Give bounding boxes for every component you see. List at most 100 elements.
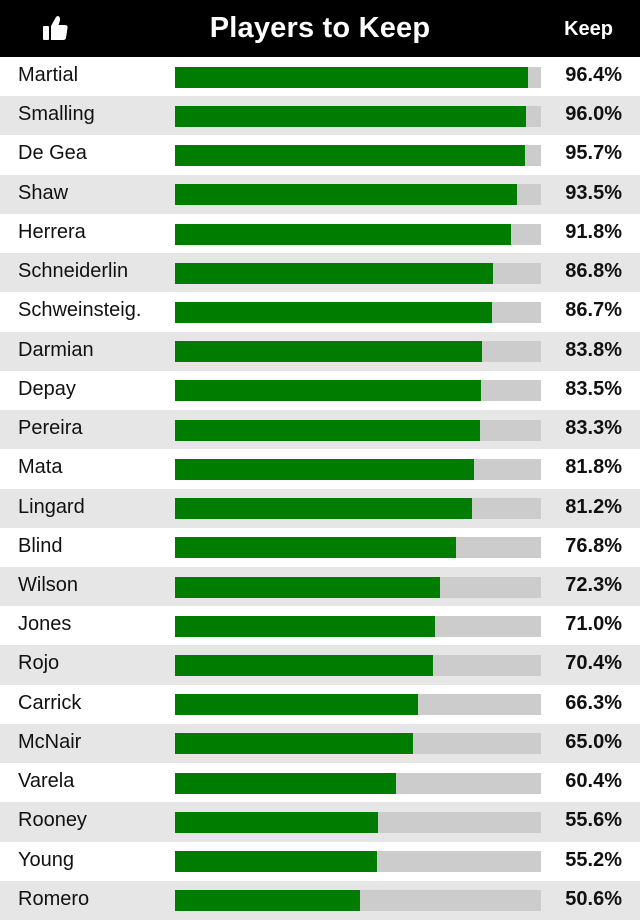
keep-percent-label: 50.6% xyxy=(565,887,622,910)
player-row: McNair 65.0% xyxy=(0,723,640,764)
bar-track xyxy=(175,498,541,520)
bar-track xyxy=(175,851,541,873)
bar-track xyxy=(175,811,541,833)
player-row: Lingard 81.2% xyxy=(0,488,640,528)
keep-bar xyxy=(175,811,379,833)
bar-track xyxy=(175,772,541,794)
keep-bar xyxy=(175,576,440,598)
bar-track xyxy=(175,66,541,88)
bar-track xyxy=(175,145,541,167)
keep-bar xyxy=(175,733,413,755)
player-row: Mata 81.8% xyxy=(0,449,640,489)
keep-bar xyxy=(175,890,361,912)
keep-percent-label: 65.0% xyxy=(565,730,622,753)
keep-bar xyxy=(175,145,526,167)
keep-bar xyxy=(175,615,435,637)
player-row: Schneiderlin 86.8% xyxy=(0,253,640,293)
keep-percent-label: 55.6% xyxy=(565,809,622,832)
keep-percent-label: 83.8% xyxy=(565,338,622,361)
bar-track xyxy=(175,262,541,284)
bar-track xyxy=(175,223,541,245)
keep-percent-label: 71.0% xyxy=(565,613,622,636)
keep-column-header: Keep xyxy=(564,18,613,40)
keep-percent-label: 66.3% xyxy=(565,691,622,714)
player-row: Martial 96.4% xyxy=(0,57,640,97)
player-row: Blind 76.8% xyxy=(0,527,640,567)
player-row: Darmian 83.8% xyxy=(0,331,640,371)
bar-track xyxy=(175,341,541,363)
player-name: Schweinsteig. xyxy=(18,299,142,322)
player-name: Carrick xyxy=(18,691,82,714)
bar-track xyxy=(175,458,541,480)
player-name: Darmian xyxy=(18,338,94,361)
keep-bar xyxy=(175,458,475,480)
bar-track xyxy=(175,419,541,441)
keep-percent-label: 96.4% xyxy=(565,64,622,86)
bar-track xyxy=(175,105,541,127)
keep-percent-label: 83.3% xyxy=(565,417,622,440)
keep-percent-label: 76.8% xyxy=(565,534,622,557)
bar-track xyxy=(175,615,541,637)
player-row: De Gea 95.7% xyxy=(0,135,640,175)
keep-bar xyxy=(175,105,527,127)
keep-percent-label: 96.0% xyxy=(565,103,622,126)
player-name: Varela xyxy=(18,770,75,793)
player-row: Jones 71.0% xyxy=(0,606,640,646)
player-name: Pereira xyxy=(18,417,83,440)
keep-percent-label: 91.8% xyxy=(565,220,622,243)
player-name: Schneiderlin xyxy=(18,260,129,283)
player-row: Herrera 91.8% xyxy=(0,213,640,254)
bar-track xyxy=(175,694,541,716)
keep-percent-label: 70.4% xyxy=(565,652,622,675)
player-row: Rojo 70.4% xyxy=(0,645,640,685)
keep-bar xyxy=(175,851,378,873)
player-row: Wilson 72.3% xyxy=(0,566,640,607)
keep-bar xyxy=(175,655,433,677)
bar-track xyxy=(175,380,541,402)
player-name: Martial xyxy=(18,64,79,86)
bar-track xyxy=(175,655,541,677)
keep-bar xyxy=(175,301,493,323)
player-name: Lingard xyxy=(18,495,85,518)
player-name: Rooney xyxy=(18,809,87,832)
bar-track xyxy=(175,301,541,323)
player-name: Jones xyxy=(18,613,72,636)
player-name: Rojo xyxy=(18,652,60,675)
thumbs-up-icon xyxy=(43,16,68,40)
player-name: Depay xyxy=(18,377,76,400)
keep-bar xyxy=(175,380,481,402)
player-row: Romero 50.6% xyxy=(0,880,640,920)
chart-title: Players to Keep xyxy=(209,12,431,44)
player-name: Young xyxy=(18,848,74,871)
player-name: McNair xyxy=(18,730,82,753)
player-rows: Martial 96.4% Smalling 96.0% De Gea 95.7% Shaw… xyxy=(0,57,640,920)
player-name: Romero xyxy=(18,887,90,910)
keep-percent-label: 55.2% xyxy=(565,848,622,871)
chart-header: Players to Keep Keep xyxy=(0,0,640,57)
bar-track xyxy=(175,576,541,598)
keep-bar xyxy=(175,419,480,441)
bar-track xyxy=(175,184,541,206)
keep-bar xyxy=(175,537,457,559)
keep-percent-label: 93.5% xyxy=(565,181,622,204)
keep-percent-label: 95.7% xyxy=(565,142,622,165)
player-row: Varela 60.4% xyxy=(0,763,640,803)
player-row: Young 55.2% xyxy=(0,841,640,881)
bar-track xyxy=(175,537,541,559)
player-row: Schweinsteig. 86.7% xyxy=(0,292,640,332)
keep-bar xyxy=(175,223,511,245)
player-name: Wilson xyxy=(18,573,79,596)
keep-bar xyxy=(175,262,493,284)
player-row: Shaw 93.5% xyxy=(0,174,640,214)
player-row: Rooney 55.6% xyxy=(0,802,640,842)
keep-percent-label: 86.8% xyxy=(565,260,622,283)
player-name: Mata xyxy=(18,456,63,479)
bar-track xyxy=(175,733,541,755)
keep-percent-label: 60.4% xyxy=(565,770,622,793)
player-name: Blind xyxy=(18,534,63,557)
keep-bar xyxy=(175,66,528,88)
player-name: Herrera xyxy=(18,220,86,243)
player-name: Smalling xyxy=(18,103,95,126)
keep-bar xyxy=(175,694,418,716)
keep-percent-label: 81.2% xyxy=(565,495,622,518)
